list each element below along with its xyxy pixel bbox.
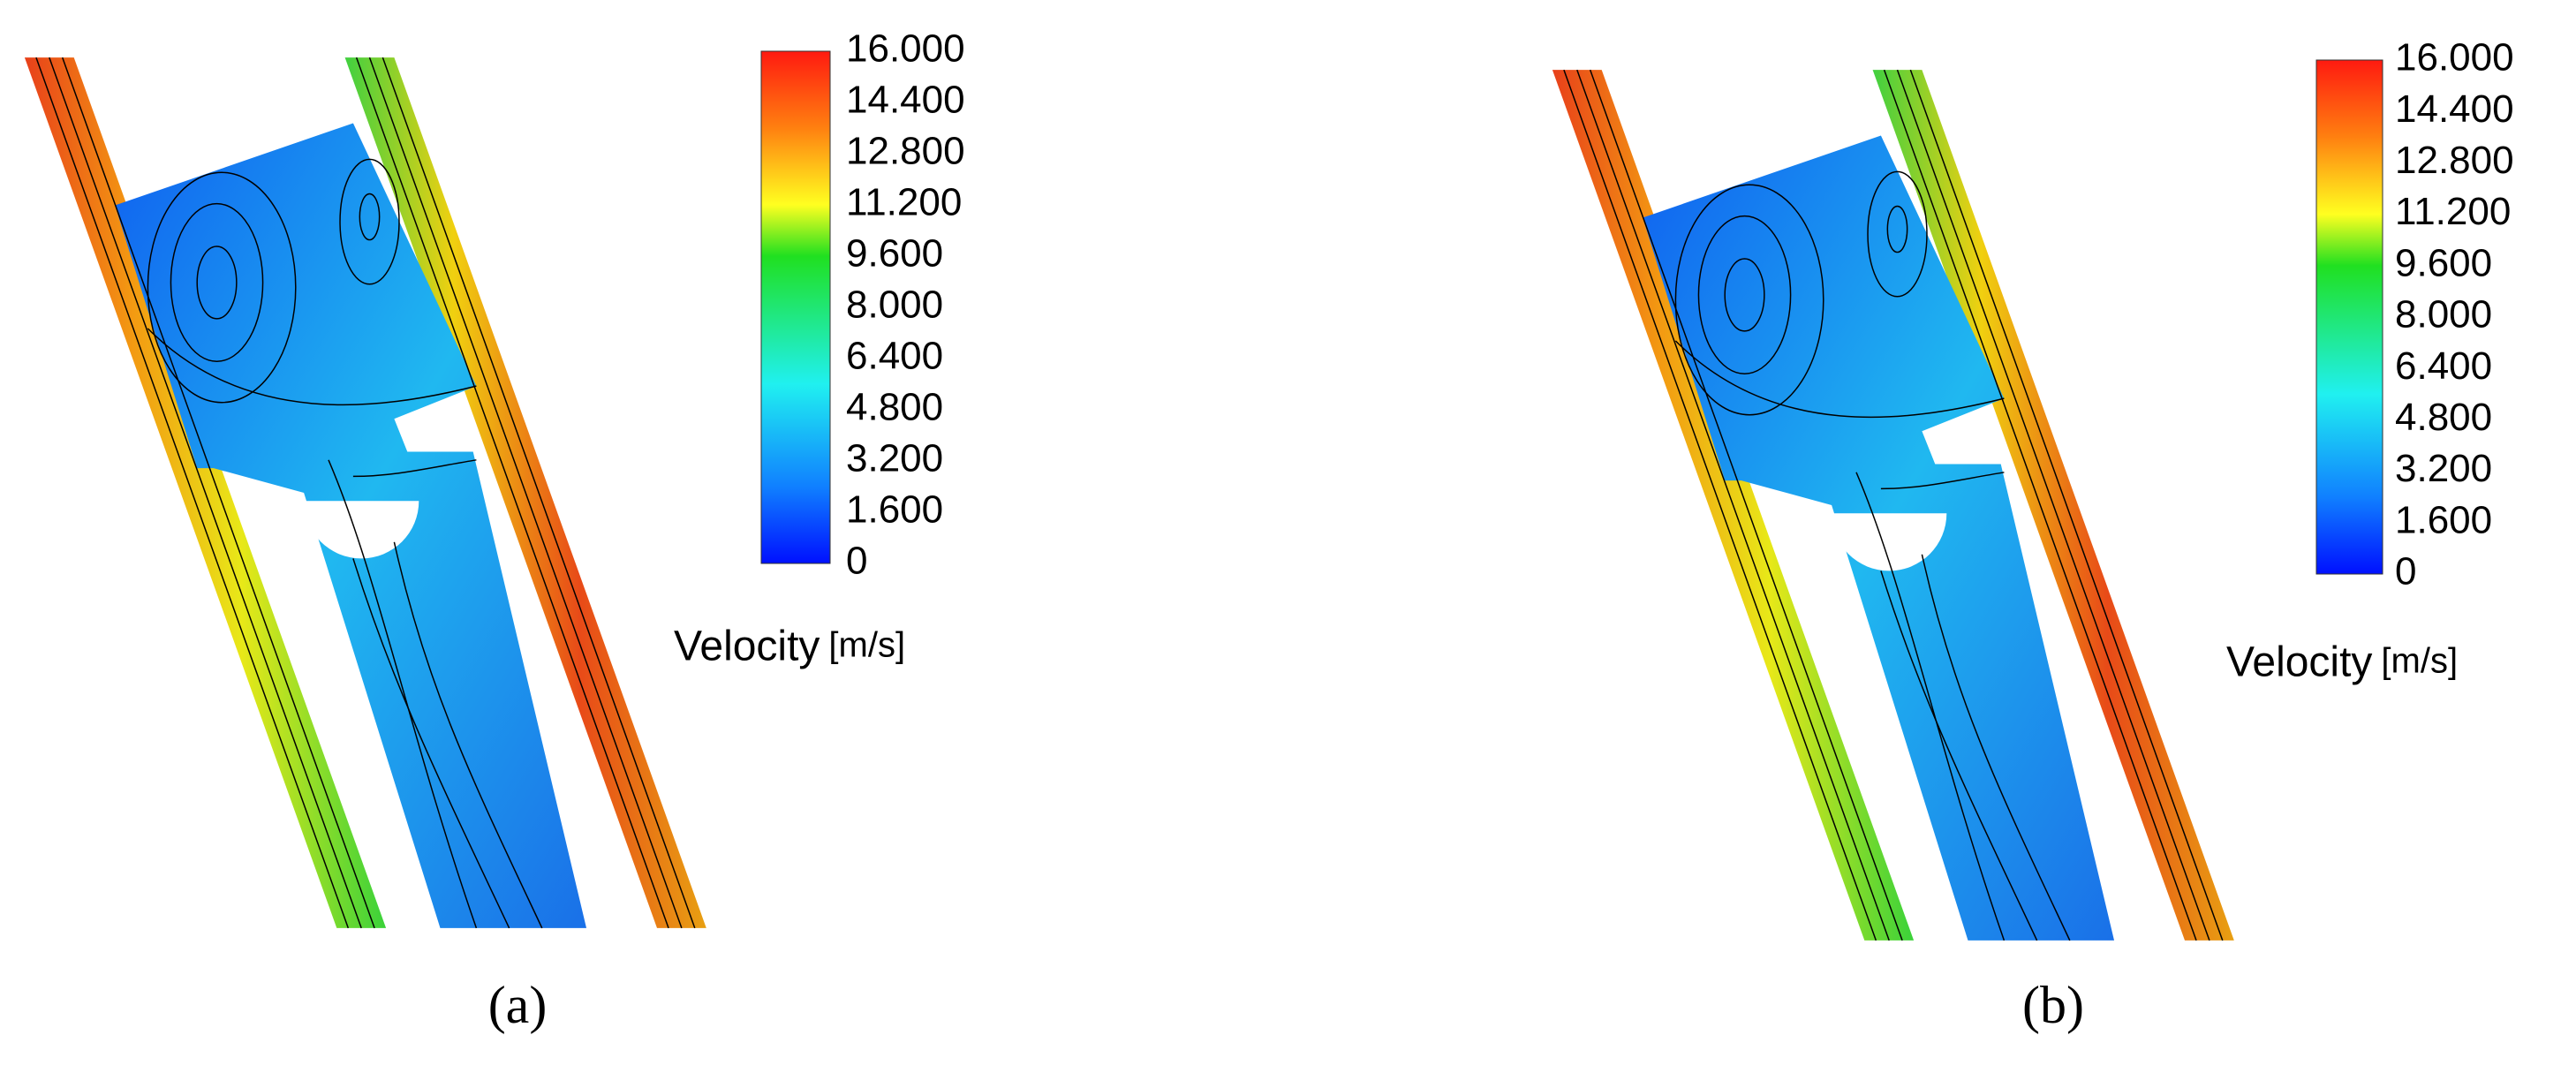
colorbar-tick-label: 8.000 bbox=[2395, 293, 2492, 336]
panel-label: (b) bbox=[2022, 976, 2084, 1034]
colorbar-quantity: Velocity bbox=[674, 623, 820, 670]
colorbar-tick-label: 4.800 bbox=[2395, 396, 2492, 439]
colorbar-tick-label: 14.400 bbox=[846, 79, 965, 122]
colorbar-tick-label: 6.400 bbox=[2395, 344, 2492, 388]
colorbar-tick-label: 12.800 bbox=[846, 130, 965, 173]
colorbar bbox=[760, 50, 831, 564]
colorbar-tick-label: 4.800 bbox=[846, 386, 943, 429]
colorbar bbox=[2315, 59, 2383, 575]
flow-field-b bbox=[1552, 69, 2235, 941]
colorbar-tick-label: 12.800 bbox=[2395, 139, 2514, 182]
colorbar-tick-label: 6.400 bbox=[846, 335, 943, 378]
flow-field-a bbox=[24, 57, 707, 929]
colorbar-tick-label: 0 bbox=[846, 540, 867, 583]
colorbar-tick-label: 9.600 bbox=[846, 232, 943, 276]
colorbar-tick-label: 9.600 bbox=[2395, 241, 2492, 284]
colorbar-unit: [m/s] bbox=[828, 626, 905, 665]
colorbar-tick-label: 3.200 bbox=[846, 437, 943, 480]
panel-label: (a) bbox=[488, 976, 548, 1034]
colorbar-tick-label: 16.000 bbox=[2395, 36, 2514, 79]
colorbar-tick-label: 8.000 bbox=[846, 283, 943, 327]
colorbar-tick-label: 3.200 bbox=[2395, 447, 2492, 490]
colorbar-tick-label: 16.000 bbox=[846, 27, 965, 71]
colorbar-tick-label: 1.600 bbox=[846, 488, 943, 532]
colorbar-quantity: Velocity bbox=[2226, 639, 2372, 686]
colorbar-tick-label: 14.400 bbox=[2395, 87, 2514, 131]
colorbar-tick-label: 11.200 bbox=[2395, 190, 2511, 233]
colorbar-unit: [m/s] bbox=[2381, 642, 2458, 681]
colorbar-tick-label: 0 bbox=[2395, 550, 2416, 593]
colorbar-tick-label: 1.600 bbox=[2395, 498, 2492, 541]
colorbar-tick-label: 11.200 bbox=[846, 181, 962, 224]
